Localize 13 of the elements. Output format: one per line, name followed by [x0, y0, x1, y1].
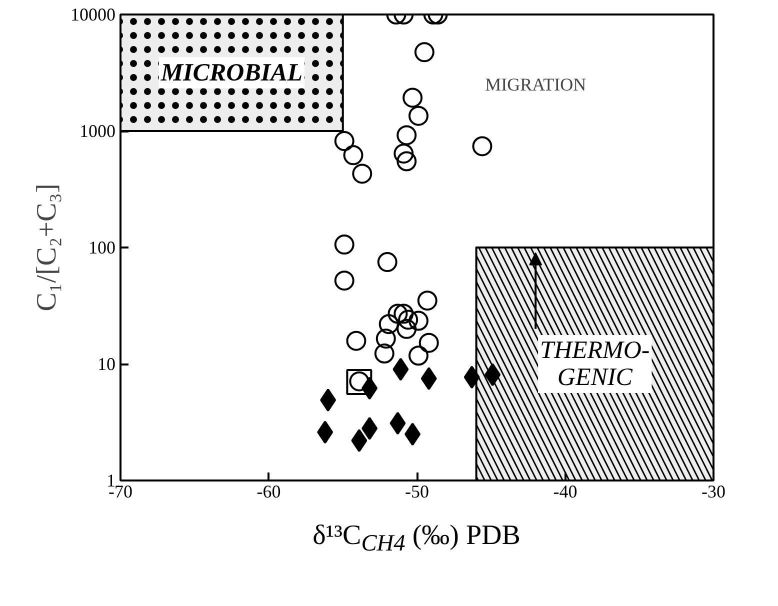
annotation: MICROBIAL: [160, 59, 303, 86]
x-tick-label: -40: [553, 482, 578, 502]
annotation: THERMO- GENIC: [540, 337, 650, 391]
y-tick-label: 10000: [70, 4, 116, 24]
x-tick-label: -50: [405, 482, 430, 502]
x-tick-label: -60: [256, 482, 281, 502]
x-tick-label: -30: [702, 482, 726, 502]
x-axis-title: δ¹³C$_{CH4}$ (‰) PDB: [312, 519, 522, 559]
y-tick-label: 10: [98, 354, 116, 374]
y-tick-label: 100: [88, 238, 116, 258]
y-tick-label: 1000: [80, 121, 116, 141]
y-axis-title: C₁/[C₂+C₃]: [32, 184, 62, 312]
annotation: MIGRATION: [485, 74, 586, 95]
